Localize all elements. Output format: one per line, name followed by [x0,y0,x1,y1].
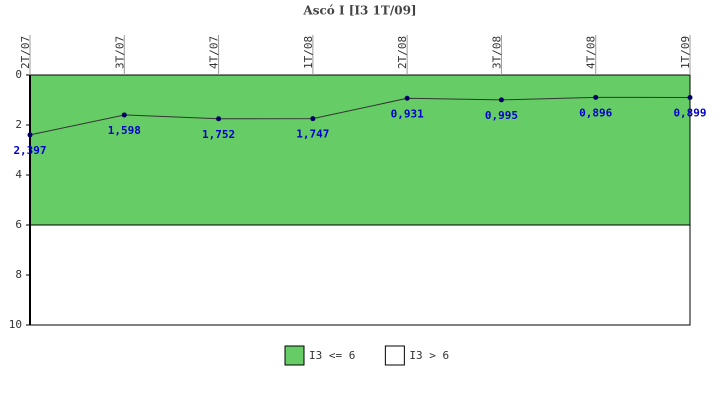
y-tick-label: 10 [9,318,22,331]
legend-swatch [284,345,305,366]
marker [216,116,222,122]
y-tick-label: 6 [15,218,22,231]
x-tick-label: 1T/08 [302,36,315,69]
y-tick-label: 2 [15,118,22,131]
marker [498,97,504,103]
x-tick-label: 2T/07 [19,36,32,69]
legend-label: I3 <= 6 [309,349,355,362]
value-label: 1,752 [202,128,235,141]
x-tick-label: 3T/07 [113,36,126,69]
value-label: 0,995 [485,109,518,122]
value-label: 1,747 [296,128,329,141]
marker [404,95,410,101]
x-tick-label: 3T/08 [490,36,503,69]
value-label: 1,598 [108,124,141,137]
value-label: 2,397 [13,144,46,157]
y-tick-label: 4 [15,168,22,181]
y-tick-label: 0 [15,68,22,81]
band [29,224,691,326]
x-tick-label: 4T/07 [208,36,221,69]
marker [687,94,693,100]
marker [310,116,316,122]
line [29,96,691,136]
legend-label: I3 > 6 [409,349,449,362]
band [29,74,691,226]
value-label: 0,896 [579,106,612,119]
x-tick-label: 1T/09 [679,36,692,69]
legend-swatch [384,345,405,366]
x-tick-label: 2T/08 [396,36,409,69]
marker [593,94,599,100]
marker [121,112,127,118]
chart-title: Ascó I [I3 1T/09] [302,4,416,18]
value-label: 0,899 [673,106,706,119]
marker [27,132,33,138]
x-tick-label: 4T/08 [585,36,598,69]
y-tick-label: 8 [15,268,22,281]
value-label: 0,931 [391,107,424,120]
